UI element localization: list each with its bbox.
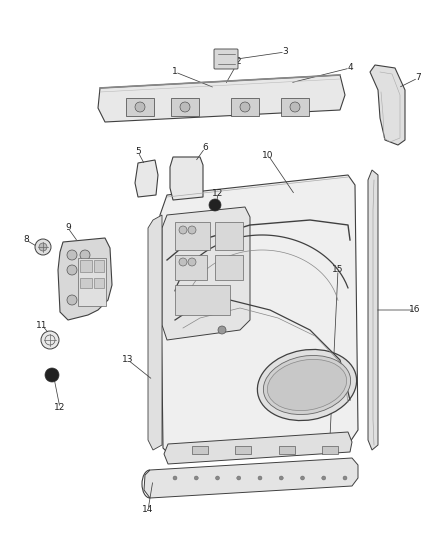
Text: 10: 10 [262, 150, 274, 159]
Text: 12: 12 [212, 189, 224, 198]
Bar [78, 258, 106, 306]
Bar [171, 98, 199, 116]
Circle shape [209, 199, 221, 211]
Text: 7: 7 [415, 74, 421, 83]
Text: 5: 5 [135, 148, 141, 157]
Circle shape [35, 239, 51, 255]
Bar [215, 255, 243, 280]
Text: 13: 13 [122, 356, 134, 365]
Text: 14: 14 [142, 505, 154, 514]
Text: 4: 4 [347, 63, 353, 72]
Circle shape [258, 476, 262, 480]
Circle shape [135, 102, 145, 112]
Text: 8: 8 [23, 236, 29, 245]
Bar [279, 446, 295, 454]
Polygon shape [144, 458, 358, 498]
Bar [94, 278, 104, 288]
Circle shape [180, 102, 190, 112]
Text: 9: 9 [65, 223, 71, 232]
Bar [192, 446, 208, 454]
Bar [215, 222, 243, 250]
Circle shape [80, 280, 90, 290]
Bar [235, 446, 251, 454]
Bar [175, 255, 207, 280]
Bar [126, 98, 154, 116]
Bar [80, 278, 92, 288]
Bar [231, 98, 259, 116]
Polygon shape [368, 170, 378, 450]
Bar [175, 285, 230, 315]
Polygon shape [162, 207, 250, 340]
Text: 15: 15 [332, 265, 344, 274]
Circle shape [173, 476, 177, 480]
Polygon shape [135, 160, 158, 197]
FancyBboxPatch shape [214, 49, 238, 69]
Polygon shape [98, 75, 345, 122]
Circle shape [80, 250, 90, 260]
Bar [94, 260, 104, 272]
Bar [281, 98, 309, 116]
Ellipse shape [267, 359, 346, 410]
Circle shape [67, 250, 77, 260]
Text: 16: 16 [409, 305, 421, 314]
Circle shape [237, 476, 241, 480]
Polygon shape [164, 432, 352, 464]
Circle shape [215, 476, 219, 480]
Circle shape [322, 476, 326, 480]
Circle shape [45, 368, 59, 382]
Circle shape [179, 226, 187, 234]
Circle shape [179, 258, 187, 266]
Circle shape [194, 476, 198, 480]
Ellipse shape [263, 356, 351, 415]
Text: 2: 2 [235, 58, 241, 67]
Text: 1: 1 [172, 68, 178, 77]
Circle shape [343, 476, 347, 480]
Bar [80, 260, 92, 272]
Circle shape [279, 476, 283, 480]
Circle shape [188, 226, 196, 234]
Circle shape [67, 295, 77, 305]
Polygon shape [148, 215, 162, 450]
Circle shape [240, 102, 250, 112]
Circle shape [290, 102, 300, 112]
Text: 6: 6 [202, 143, 208, 152]
Circle shape [218, 326, 226, 334]
Bar [322, 446, 338, 454]
Text: 3: 3 [282, 47, 288, 56]
Bar [175, 222, 210, 250]
Circle shape [300, 476, 304, 480]
Text: 11: 11 [36, 320, 48, 329]
Polygon shape [370, 65, 405, 145]
Text: 12: 12 [54, 403, 66, 413]
Polygon shape [170, 157, 203, 200]
Circle shape [41, 331, 59, 349]
Circle shape [39, 243, 47, 251]
Ellipse shape [258, 350, 357, 421]
Polygon shape [160, 175, 358, 460]
Circle shape [188, 258, 196, 266]
Circle shape [67, 265, 77, 275]
Polygon shape [58, 238, 112, 320]
